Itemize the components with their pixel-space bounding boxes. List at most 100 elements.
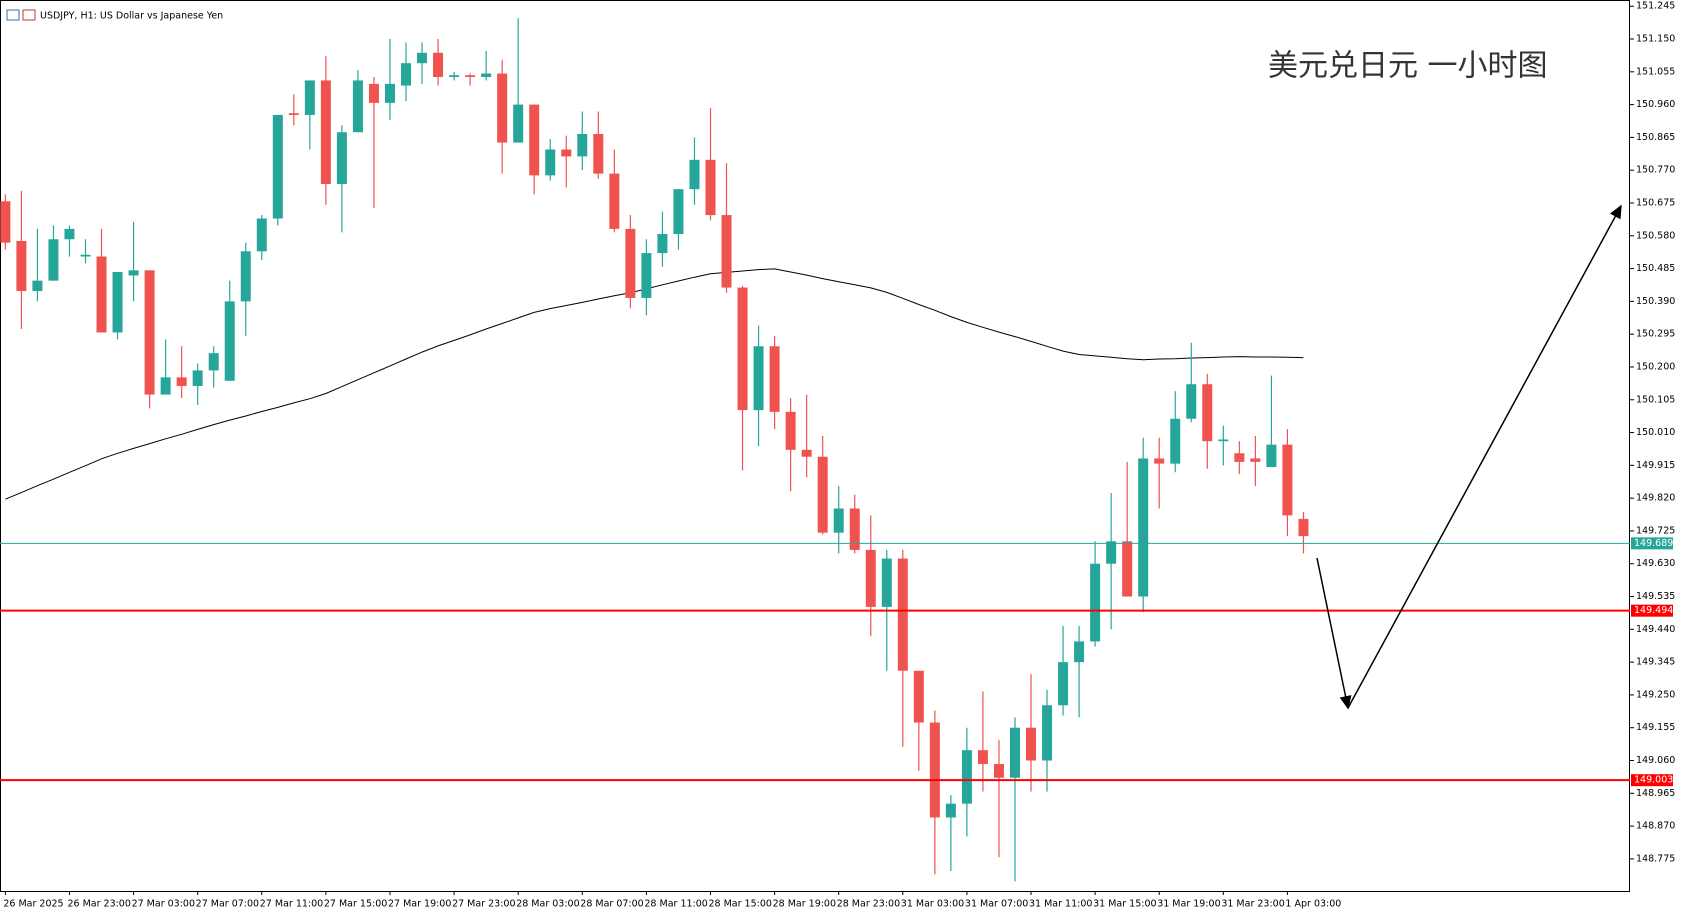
candle-body [1122, 541, 1133, 597]
candle-body [16, 240, 27, 292]
candle-body [240, 251, 251, 302]
y-tick-label: 150.960 [1636, 99, 1675, 110]
x-tick-label: 28 Mar 11:00 [644, 899, 707, 910]
y-tick-label: 149.820 [1636, 493, 1675, 504]
title-icons [6, 9, 36, 21]
x-tick-label: 31 Mar 11:00 [1029, 899, 1092, 910]
x-tick-label: 26 Mar 23:00 [67, 899, 130, 910]
candle-body [272, 114, 283, 219]
moving-average [5, 268, 1304, 500]
candle-body [769, 346, 780, 412]
candle-body [64, 228, 75, 240]
x-tick-label: 28 Mar 07:00 [580, 899, 643, 910]
y-tick-label: 151.245 [1636, 1, 1675, 12]
candle-body [352, 80, 363, 133]
candle-body [897, 558, 908, 671]
candle-body [176, 377, 187, 386]
x-tick-label: 31 Mar 19:00 [1157, 899, 1220, 910]
y-tick-label: 151.150 [1636, 34, 1675, 45]
candle-body [689, 159, 700, 190]
x-tick-label: 31 Mar 23:00 [1221, 899, 1284, 910]
forecast-arrows [1316, 204, 1622, 710]
candle-body [128, 270, 139, 276]
y-tick-label: 150.485 [1636, 263, 1675, 274]
x-tick-label: 1 Apr 03:00 [1285, 899, 1341, 910]
y-tick-label: 150.675 [1636, 197, 1675, 208]
candle-body [513, 104, 524, 143]
y-tick-label: 149.725 [1636, 525, 1675, 536]
candle-body [160, 377, 171, 395]
x-tick-label: 31 Mar 15:00 [1093, 899, 1156, 910]
y-tick-label: 150.865 [1636, 132, 1675, 143]
candle-body [32, 280, 43, 292]
candle-body [849, 508, 860, 550]
y-tick-label: 148.965 [1636, 788, 1675, 799]
y-tick-label: 150.580 [1636, 230, 1675, 241]
y-tick-label: 149.915 [1636, 460, 1675, 471]
candle-body [737, 287, 748, 411]
y-tick-label: 150.295 [1636, 329, 1675, 340]
x-tick-label: 28 Mar 23:00 [837, 899, 900, 910]
candle-body [929, 722, 940, 818]
candle-body [384, 83, 395, 103]
plot-frame [0, 0, 1630, 892]
candle-body [1282, 444, 1293, 516]
candle-body [224, 301, 235, 381]
price-label-box [1631, 604, 1673, 617]
y-tick-label: 150.770 [1636, 165, 1675, 176]
candle-body [144, 270, 155, 395]
candle-body [945, 803, 956, 818]
y-tick-label: 150.200 [1636, 361, 1675, 372]
y-tick-label: 149.060 [1636, 755, 1675, 766]
candle-body [80, 254, 91, 257]
candle-body [304, 80, 315, 115]
x-tick-label: 31 Mar 03:00 [901, 899, 964, 910]
candle-body [977, 750, 988, 764]
candle-body [609, 173, 620, 229]
y-tick-label: 150.010 [1636, 427, 1675, 438]
annotation: 美元兑日元 一小时图 [1268, 49, 1548, 84]
candle-body [336, 132, 347, 184]
candle-body [561, 149, 572, 157]
candle-body [1234, 453, 1245, 462]
x-tick-label: 27 Mar 23:00 [452, 899, 515, 910]
candle-body [1250, 458, 1261, 462]
candle-body [433, 52, 444, 77]
candle-body [625, 228, 636, 298]
candle-body [288, 113, 299, 115]
candle-body [417, 52, 428, 64]
candle-body [1026, 727, 1037, 761]
y-tick-label: 150.105 [1636, 394, 1675, 405]
candle-body [865, 549, 876, 607]
candle-body [1298, 518, 1309, 537]
candle-body [881, 558, 892, 607]
candle-body [1106, 541, 1117, 564]
candle-body [721, 215, 732, 288]
candle-body [1154, 458, 1165, 464]
candle-body [192, 370, 203, 386]
candle-body [1009, 727, 1020, 778]
x-tick-label: 27 Mar 03:00 [132, 899, 195, 910]
candle-body [497, 73, 508, 143]
candle-body [449, 75, 460, 77]
candle-body [48, 239, 59, 281]
y-tick-label: 149.345 [1636, 657, 1675, 668]
candle-body [817, 456, 828, 533]
candle-body [1090, 563, 1101, 642]
y-tick-label: 148.870 [1636, 821, 1675, 832]
x-tick-label: 28 Mar 03:00 [516, 899, 579, 910]
candle-body [1074, 641, 1085, 663]
x-tick-label: 27 Mar 07:00 [196, 899, 259, 910]
candle-body [673, 189, 684, 235]
candle-body [96, 256, 107, 333]
x-tick-label: 28 Mar 15:00 [708, 899, 771, 910]
candle-body [545, 149, 556, 176]
candle-body [1218, 439, 1229, 442]
y-tick-label: 150.390 [1636, 296, 1675, 307]
candle-body [657, 234, 668, 254]
y-tick-label: 149.155 [1636, 722, 1675, 733]
y-tick-label: 149.535 [1636, 591, 1675, 602]
chart-title: USDJPY, H1: US Dollar vs Japanese Yen [40, 11, 223, 22]
candle-body [401, 63, 412, 86]
